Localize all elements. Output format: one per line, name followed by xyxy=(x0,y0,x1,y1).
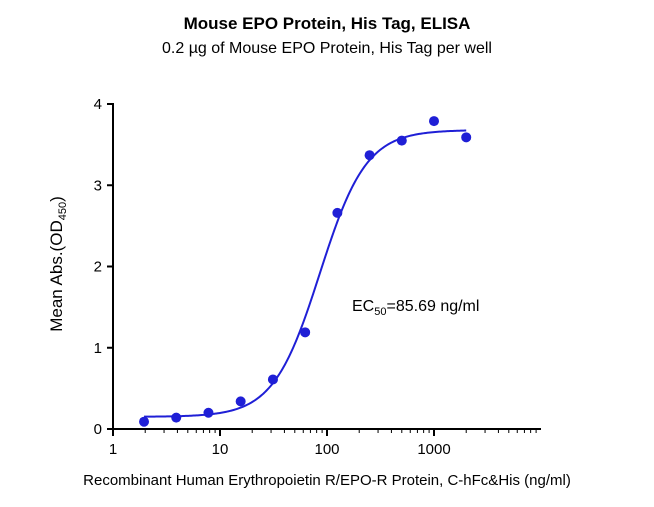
y-axis-label-end: ) xyxy=(46,196,66,202)
data-point xyxy=(203,407,214,418)
data-point xyxy=(235,396,246,407)
y-axis-label-main: Mean Abs.(OD xyxy=(46,220,66,332)
x-tick-label: 100 xyxy=(314,441,339,458)
fit-curve xyxy=(144,129,467,418)
data-point xyxy=(364,150,375,161)
y-tick-label: 3 xyxy=(94,177,102,194)
data-point xyxy=(396,135,407,146)
chart-subtitle: 0.2 µg of Mouse EPO Protein, His Tag per… xyxy=(162,40,492,57)
ec50-prefix: EC xyxy=(352,298,375,315)
x-tick-label: 10 xyxy=(212,441,229,458)
ec50-annotation: EC50=85.69 ng/ml xyxy=(352,298,479,318)
data-point xyxy=(332,207,343,218)
y-tick-label: 0 xyxy=(94,421,102,438)
data-point xyxy=(300,327,311,338)
y-axis-label-sub: 450 xyxy=(57,201,70,221)
data-point xyxy=(267,374,278,385)
y-tick-label: 4 xyxy=(94,96,102,113)
y-axis-label: Mean Abs.(OD450) xyxy=(47,196,69,332)
data-point xyxy=(171,412,182,423)
x-tick-label: 1000 xyxy=(417,441,450,458)
x-axis-label: Recombinant Human Erythropoietin R/EPO-R… xyxy=(83,472,571,489)
chart-title: Mouse EPO Protein, His Tag, ELISA xyxy=(183,14,471,33)
data-point xyxy=(429,116,439,127)
y-tick-label: 1 xyxy=(94,340,102,357)
data-point xyxy=(139,416,150,427)
x-tick-label: 1 xyxy=(109,441,117,458)
ec50-value: =85.69 ng/ml xyxy=(386,298,480,315)
data-point xyxy=(461,132,472,143)
y-tick-label: 2 xyxy=(94,259,102,276)
ec50-sub: 50 xyxy=(374,306,387,319)
